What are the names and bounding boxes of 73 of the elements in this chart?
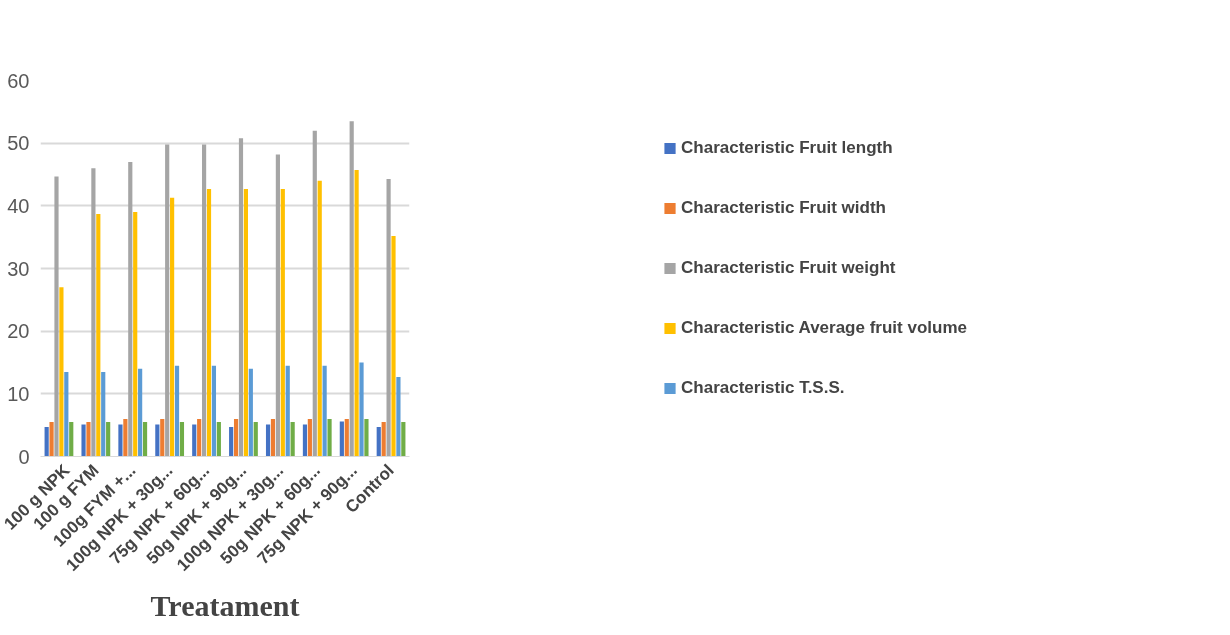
y-tick-label: 40 [7,194,30,217]
y-tick-label: 0 [18,445,30,468]
legend-label: Characteristic Fruit width [681,198,886,218]
y-tick-label: 30 [7,257,30,280]
bar [170,197,175,457]
y-tick-label: 60 [7,69,30,92]
bar [381,422,386,457]
y-tick-label: 20 [7,320,30,343]
bar [312,130,317,457]
bar [354,170,359,457]
bar [206,188,212,457]
bar [302,424,308,457]
bar [401,422,406,457]
bar [317,180,322,457]
bar [192,424,197,457]
legend-label: Characteristic T.S.S. [681,378,845,398]
bar [270,418,276,457]
bar [391,235,396,457]
bar [96,213,101,457]
bar [86,422,91,457]
bar [44,427,49,457]
bar [81,424,86,457]
bar [364,418,369,457]
bar [285,365,290,457]
bar [359,362,364,457]
legend-label: Characteristic Fruit weight [681,258,896,278]
bar [197,418,202,457]
bar [229,427,234,457]
bar [280,188,285,457]
bar [59,287,64,457]
bar [248,368,253,457]
y-tick-label: 50 [7,132,30,155]
bar [69,422,74,457]
bar [160,418,165,457]
bar [174,365,180,457]
bar [133,212,138,457]
bar [238,138,244,457]
bar [128,161,133,457]
bar [49,422,54,457]
bar [243,188,248,457]
bar [349,121,354,457]
bar [138,368,143,457]
bar [290,422,295,457]
y-tick-label: 10 [7,382,30,405]
bar [118,424,123,457]
bar [307,418,312,457]
bar [123,418,128,457]
bar [91,168,96,457]
bar [376,427,381,457]
bar [101,371,106,457]
bar [322,365,327,457]
legend-label: Characteristic Average fruit volume [681,318,967,338]
bar [275,154,280,457]
x-axis-title: Treatament [150,589,300,623]
bar [265,424,271,457]
bar [165,144,170,457]
bar [233,418,239,457]
bar [155,424,160,457]
bar [202,144,207,457]
bar [344,418,349,457]
bar [253,422,258,457]
bar [54,176,59,457]
legend-label: Characteristic Fruit length [681,138,893,158]
bar [179,422,185,457]
bar [142,422,148,457]
bar [216,422,221,457]
bar [327,418,332,457]
bar [106,422,111,457]
bar [211,365,217,457]
bar [396,376,401,457]
bar [64,371,69,457]
bar [339,421,344,457]
bar [386,178,391,457]
